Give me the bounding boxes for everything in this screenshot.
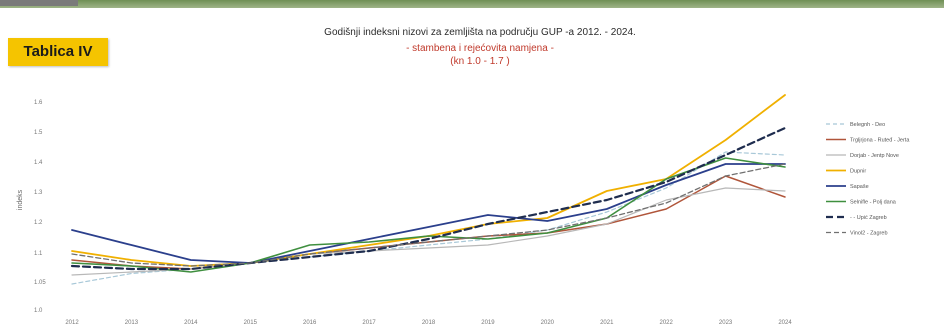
legend-label: - - Upić Zagreb <box>850 215 887 221</box>
y-axis-label: indeks <box>17 189 24 210</box>
y-tick-label: 1.2 <box>34 220 43 226</box>
series-line <box>70 126 787 271</box>
x-tick-label: 2013 <box>125 320 139 326</box>
legend-label: Trgljrjona - Ruteđ - Jerta <box>850 138 910 144</box>
legend-label: Sapaše <box>850 184 869 190</box>
top-accent-segment <box>0 0 78 6</box>
chart-range-note: (kn 1.0 - 1.7 ) <box>450 56 510 67</box>
x-tick-label: 2019 <box>481 320 495 326</box>
y-tick-label: 1.4 <box>34 160 43 166</box>
legend-label: Belegnh - Deo <box>850 122 885 128</box>
y-tick-label: 1.05 <box>34 280 46 286</box>
legend-label: Dorjab - Jentp Nove <box>850 153 899 159</box>
series-line <box>71 157 786 273</box>
x-tick-label: 2024 <box>778 320 792 326</box>
y-tick-label: 1.1 <box>34 251 43 257</box>
series-line <box>71 163 786 264</box>
table-label-badge: Tablica IV <box>8 38 108 66</box>
top-accent-bar <box>0 0 944 8</box>
chart-subtitle: - stambena i rejećovita namjena - <box>406 43 554 54</box>
legend-label: Vinol2 - Zagreb <box>850 231 888 237</box>
x-tick-label: 2015 <box>244 320 258 326</box>
x-axis: 2012 2013 2014 2015 2016 2017 2018 2019 2020 2021… <box>65 320 792 326</box>
series-line <box>71 175 786 270</box>
series-line <box>71 163 786 267</box>
x-tick-label: 2020 <box>541 320 555 326</box>
chart-title: Godišnji indeksni nizovi za zemljišta na… <box>324 27 636 38</box>
x-tick-label: 2018 <box>422 320 436 326</box>
x-tick-label: 2012 <box>65 320 79 326</box>
legend-label: Dupnir <box>850 169 866 175</box>
y-tick-label: 1.0 <box>34 308 43 314</box>
legend: Belegnh - Deo Trgljrjona - Ruteđ - Jerta D… <box>826 122 910 237</box>
x-tick-label: 2023 <box>719 320 733 326</box>
plot-lines <box>70 94 787 285</box>
legend-label: Selnifle - Polj dana <box>850 200 897 206</box>
x-tick-label: 2017 <box>362 320 376 326</box>
y-tick-label: 1.5 <box>34 130 43 136</box>
y-tick-label: 1.3 <box>34 190 43 196</box>
x-tick-label: 2022 <box>659 320 673 326</box>
x-tick-label: 2014 <box>184 320 198 326</box>
y-axis: 1.0 1.05 1.1 1.2 1.3 1.4 1.5 1.6 <box>34 100 46 314</box>
x-tick-label: 2016 <box>303 320 317 326</box>
series-line <box>71 187 786 276</box>
x-tick-label: 2021 <box>600 320 614 326</box>
y-tick-label: 1.6 <box>34 100 43 106</box>
